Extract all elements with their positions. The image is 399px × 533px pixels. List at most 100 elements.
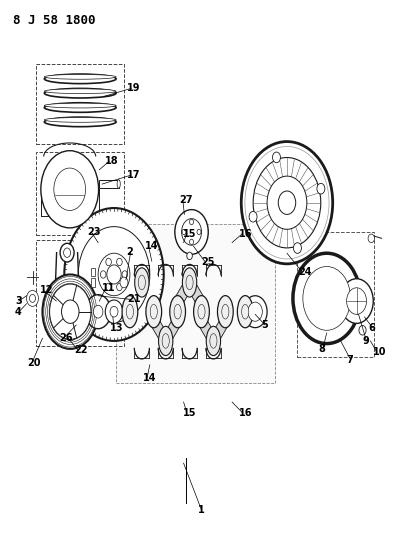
Polygon shape — [172, 282, 195, 303]
Ellipse shape — [135, 268, 149, 297]
Ellipse shape — [117, 180, 120, 188]
Circle shape — [190, 219, 194, 224]
Ellipse shape — [150, 304, 157, 319]
Text: 25: 25 — [201, 257, 215, 267]
Text: 14: 14 — [143, 373, 156, 383]
Text: 20: 20 — [28, 358, 41, 368]
Circle shape — [66, 327, 77, 341]
Circle shape — [122, 271, 128, 278]
Ellipse shape — [44, 75, 116, 79]
Text: 16: 16 — [239, 229, 252, 239]
Circle shape — [267, 176, 307, 229]
Bar — [36, 152, 124, 235]
Circle shape — [249, 212, 257, 222]
Circle shape — [106, 283, 111, 290]
Circle shape — [241, 142, 333, 264]
Bar — [91, 278, 95, 287]
Ellipse shape — [206, 326, 221, 356]
Text: 19: 19 — [127, 83, 140, 93]
Ellipse shape — [44, 117, 116, 127]
Circle shape — [27, 290, 38, 306]
Bar — [36, 240, 124, 346]
Text: 15: 15 — [183, 229, 196, 239]
Polygon shape — [184, 282, 207, 303]
Circle shape — [110, 306, 118, 317]
Ellipse shape — [44, 117, 116, 122]
Text: 24: 24 — [298, 267, 312, 277]
Circle shape — [107, 265, 121, 284]
Polygon shape — [160, 320, 184, 341]
Circle shape — [243, 296, 267, 328]
Ellipse shape — [210, 334, 217, 348]
Circle shape — [55, 293, 79, 326]
Ellipse shape — [44, 103, 116, 108]
Text: 16: 16 — [239, 408, 252, 418]
Text: 23: 23 — [87, 227, 101, 237]
Circle shape — [190, 239, 194, 245]
Ellipse shape — [170, 296, 186, 328]
Circle shape — [248, 302, 262, 321]
Circle shape — [64, 208, 164, 341]
Circle shape — [105, 300, 123, 324]
Ellipse shape — [186, 275, 193, 290]
Polygon shape — [148, 320, 172, 341]
Text: 4: 4 — [15, 306, 22, 317]
Ellipse shape — [217, 296, 233, 328]
Ellipse shape — [198, 304, 205, 319]
Text: 22: 22 — [74, 345, 88, 356]
Polygon shape — [124, 282, 148, 303]
Circle shape — [93, 305, 103, 318]
Bar — [297, 232, 374, 357]
Circle shape — [273, 152, 280, 163]
Circle shape — [359, 326, 366, 335]
Circle shape — [117, 283, 122, 290]
Circle shape — [368, 234, 374, 243]
Text: 6: 6 — [369, 322, 375, 333]
Ellipse shape — [182, 268, 197, 297]
Bar — [99, 180, 119, 188]
Circle shape — [294, 243, 301, 253]
Circle shape — [106, 258, 111, 265]
Circle shape — [175, 209, 208, 254]
Bar — [36, 64, 124, 144]
Text: 12: 12 — [40, 286, 53, 295]
Ellipse shape — [44, 74, 116, 84]
Text: 18: 18 — [105, 156, 119, 166]
Circle shape — [317, 183, 325, 194]
Bar — [91, 268, 95, 276]
Text: 21: 21 — [127, 294, 140, 304]
Text: 27: 27 — [179, 195, 192, 205]
Text: 11: 11 — [102, 283, 116, 293]
Polygon shape — [208, 320, 231, 341]
Circle shape — [54, 168, 86, 211]
Text: 14: 14 — [144, 241, 158, 251]
Circle shape — [42, 274, 98, 349]
Circle shape — [49, 284, 91, 340]
Ellipse shape — [242, 304, 249, 319]
Text: 3: 3 — [15, 296, 22, 306]
Polygon shape — [136, 282, 160, 303]
Circle shape — [30, 294, 36, 302]
Circle shape — [78, 227, 150, 322]
Text: 1: 1 — [198, 505, 204, 515]
Text: 9: 9 — [363, 336, 369, 346]
Text: 13: 13 — [110, 322, 124, 333]
Ellipse shape — [126, 304, 134, 319]
Polygon shape — [196, 320, 219, 341]
Ellipse shape — [44, 103, 116, 112]
Text: 10: 10 — [372, 346, 386, 357]
Ellipse shape — [222, 304, 229, 319]
Circle shape — [101, 271, 106, 278]
Ellipse shape — [44, 88, 116, 98]
Text: 26: 26 — [59, 333, 73, 343]
Ellipse shape — [138, 275, 145, 290]
Ellipse shape — [194, 296, 209, 328]
Circle shape — [85, 295, 111, 329]
Circle shape — [197, 229, 201, 235]
Circle shape — [340, 279, 373, 324]
Text: 2: 2 — [127, 247, 134, 256]
Circle shape — [253, 158, 321, 248]
Text: 5: 5 — [261, 320, 268, 330]
Circle shape — [61, 300, 79, 324]
Circle shape — [303, 266, 351, 330]
